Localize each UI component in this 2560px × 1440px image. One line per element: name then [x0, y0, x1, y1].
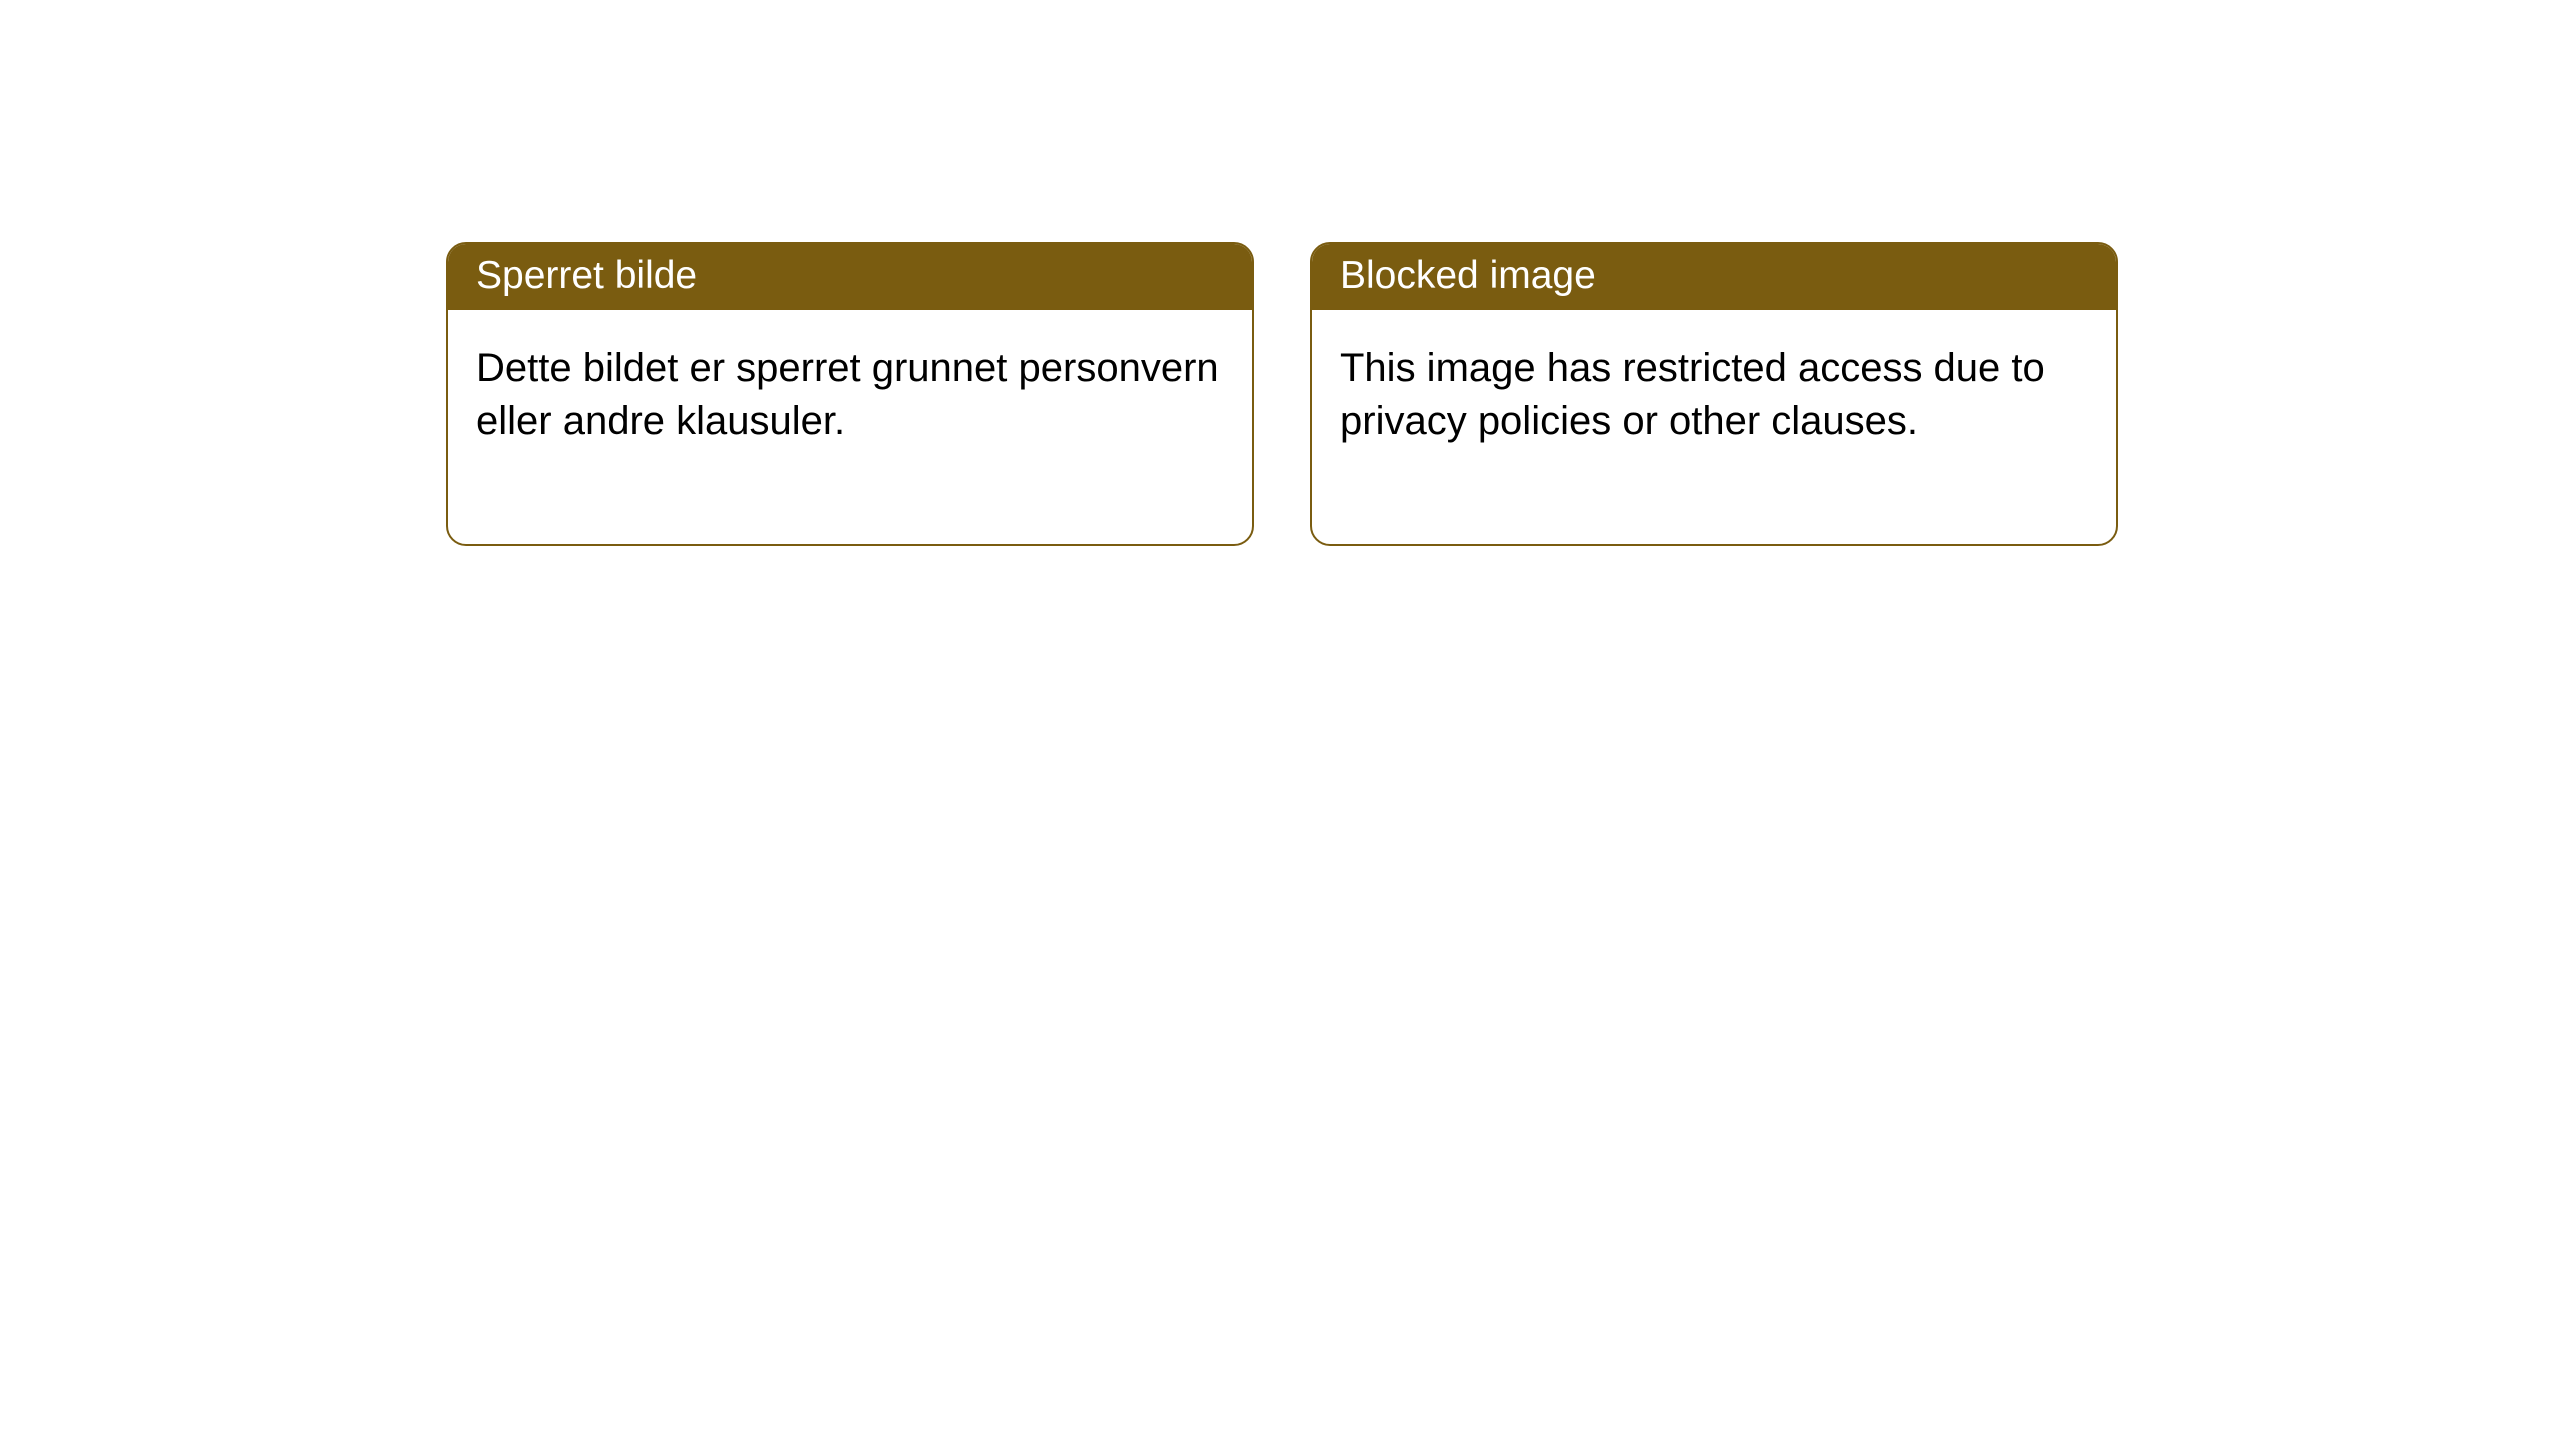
notice-card-body: This image has restricted access due to … — [1312, 310, 2116, 544]
notice-card-english: Blocked image This image has restricted … — [1310, 242, 2118, 546]
notice-card-body: Dette bildet er sperret grunnet personve… — [448, 310, 1252, 544]
notice-container: Sperret bilde Dette bildet er sperret gr… — [0, 0, 2560, 546]
notice-card-norwegian: Sperret bilde Dette bildet er sperret gr… — [446, 242, 1254, 546]
notice-card-title: Blocked image — [1312, 244, 2116, 310]
notice-card-title: Sperret bilde — [448, 244, 1252, 310]
